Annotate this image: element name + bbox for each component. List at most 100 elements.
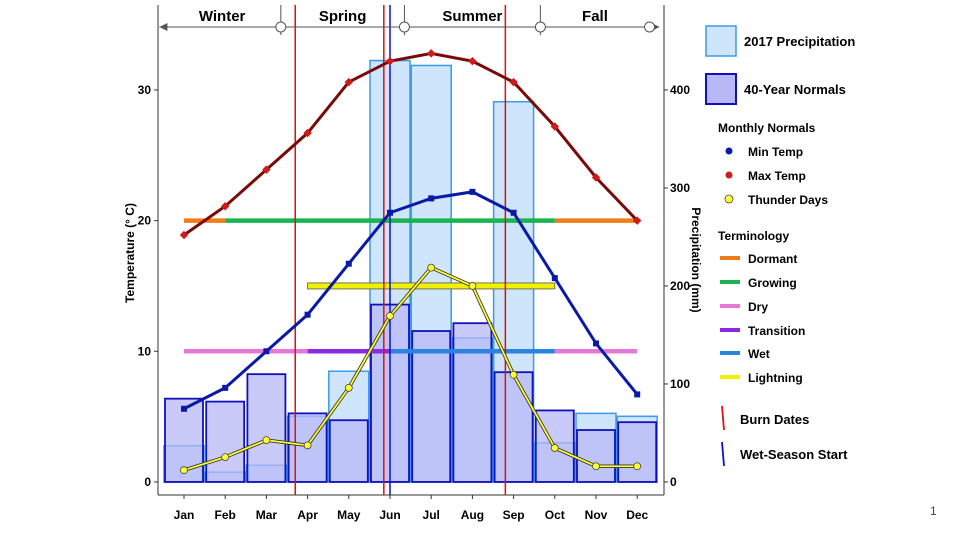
- legend-thunder-marker: [724, 194, 734, 204]
- thunder-days-point: [468, 282, 477, 290]
- thunder-days-point: [427, 263, 436, 272]
- min-temp-point: [551, 275, 558, 282]
- legend-monthly-header: Monthly Normals: [718, 121, 816, 135]
- lightning-band: [307, 282, 556, 290]
- x-tick-label: Feb: [215, 508, 236, 522]
- thunder-days-point: [550, 444, 559, 452]
- season-end-marker: [644, 21, 656, 33]
- max-temp-point: [220, 201, 230, 211]
- legend-burn-line: [721, 405, 725, 431]
- max-temp-point: [385, 56, 395, 66]
- temperature-lines: [179, 49, 642, 475]
- plot-frame: [157, 5, 665, 496]
- season-divider-marker: [275, 21, 287, 33]
- legend-term-header: Terminology: [718, 229, 789, 243]
- y-right-tick-label: 200: [670, 279, 690, 293]
- legend-swatch-normals: [705, 73, 737, 105]
- x-tick-label: Aug: [461, 508, 484, 522]
- thunder-days-point: [509, 370, 518, 379]
- y-left-tick-label: 10: [138, 344, 152, 358]
- max-temp-line: [183, 51, 639, 237]
- normals-bar: [493, 371, 534, 483]
- normals-bar: [617, 421, 658, 483]
- x-tick-label: Jul: [423, 508, 440, 522]
- max-temp-point: [303, 128, 312, 138]
- min-temp-point: [634, 391, 641, 398]
- min-temp-point: [222, 384, 229, 391]
- thunder-days-point: [386, 312, 394, 320]
- x-tick-label: Apr: [297, 508, 318, 522]
- legend-min-temp: Min Temp: [748, 145, 803, 159]
- normals-bar: [328, 419, 369, 483]
- terminology-bands: [184, 218, 638, 354]
- normals-bar: [205, 400, 246, 483]
- y-right-tick-label: 0: [670, 475, 677, 489]
- min-temp-point: [593, 340, 599, 347]
- y-right-tick-label: 400: [670, 83, 690, 97]
- legend-dry: Dry: [748, 300, 768, 314]
- x-tick-label: Jun: [379, 508, 400, 522]
- legend-lightning: Lightning: [748, 371, 803, 385]
- legend-max-temp: Max Temp: [748, 169, 806, 183]
- min-temp-point: [510, 209, 517, 216]
- season-label: Fall: [582, 8, 608, 25]
- y-left-tick-label: 20: [138, 214, 152, 228]
- y-left-tick-label: 0: [144, 475, 151, 489]
- legend-wet-start-line: [721, 441, 725, 467]
- x-tick-label: May: [337, 508, 361, 522]
- x-tick-label: Mar: [256, 508, 278, 522]
- y-left-tick-label: 30: [138, 83, 152, 97]
- y-right-tick-label: 100: [670, 377, 690, 391]
- legend-wet: Wet: [748, 347, 770, 361]
- legend-precip2017: 2017 Precipitation: [744, 34, 855, 49]
- thunder-days-line: [183, 266, 638, 472]
- x-tick-label: Nov: [585, 508, 608, 522]
- normals-bar: [576, 429, 616, 483]
- legend-burn-dates: Burn Dates: [740, 412, 809, 427]
- thunder-days-point: [344, 383, 353, 392]
- max-temp-point: [179, 230, 189, 240]
- legend-wet-start: Wet-Season Start: [740, 447, 848, 462]
- min-temp-point: [469, 188, 476, 195]
- season-label: Spring: [319, 8, 367, 25]
- normals-bar: [246, 373, 287, 483]
- min-temp-point: [263, 348, 270, 355]
- max-temp-point: [468, 56, 477, 66]
- x-tick-label: Oct: [545, 508, 565, 522]
- min-temp-line: [183, 190, 639, 411]
- legend: 2017 Precipitation 40-Year Normals Month…: [705, 25, 855, 467]
- season-label: Summer: [442, 8, 502, 25]
- y-right-tick-label: 300: [670, 181, 690, 195]
- x-tick-label: Dec: [626, 508, 648, 522]
- legend-thunder-days: Thunder Days: [748, 193, 828, 207]
- y-right-label: Precipitation (mm): [689, 207, 703, 312]
- min-temp-point: [428, 195, 435, 202]
- legend-transition: Transition: [748, 324, 805, 338]
- max-temp-point: [262, 165, 271, 174]
- thunder-days-point: [633, 462, 642, 471]
- min-temp-point: [304, 311, 311, 318]
- min-temp-point: [345, 260, 352, 267]
- min-temp-point: [387, 209, 393, 216]
- season-bar: Winter Spring Summer Fall: [159, 5, 660, 35]
- event-lines: [294, 5, 507, 495]
- max-temp-point: [344, 77, 354, 87]
- season-divider-marker: [398, 21, 410, 33]
- legend-dormant: Dormant: [748, 252, 797, 266]
- season-divider-marker: [534, 21, 546, 33]
- legend-normals: 40-Year Normals: [744, 82, 846, 97]
- min-temp-point: [181, 405, 187, 412]
- thunder-days-point: [262, 436, 271, 445]
- x-tick-label: Sep: [503, 508, 525, 522]
- legend-growing: Growing: [748, 276, 797, 290]
- y-left-label: Temperature (° C): [123, 203, 137, 303]
- legend-min-temp-marker: [725, 147, 733, 155]
- thunder-days-point: [303, 441, 312, 450]
- season-arrow-left: [159, 23, 168, 31]
- legend-max-temp-marker: [725, 171, 733, 179]
- x-tick-label: Jan: [174, 508, 195, 522]
- normals-bar: [411, 330, 452, 483]
